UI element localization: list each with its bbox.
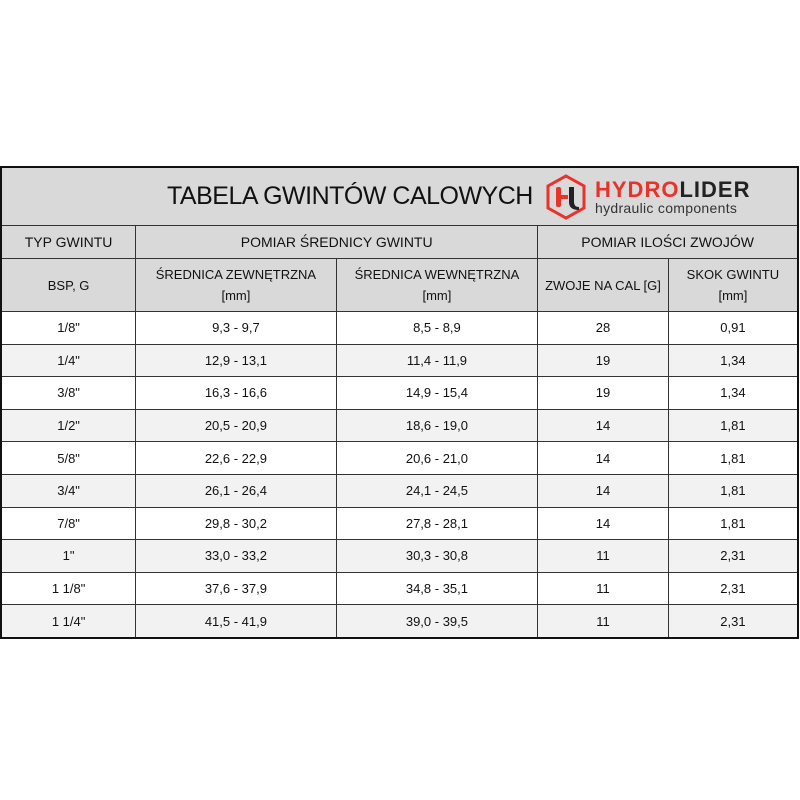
header-wewn-unit: [mm] xyxy=(422,288,452,303)
cell-zwoje: 14 xyxy=(537,441,669,475)
cell-zewn: 41,5 - 41,9 xyxy=(135,604,337,639)
cell-skok: 1,81 xyxy=(667,408,799,443)
table-row: 1" 33,0 - 33,2 30,3 - 30,8 11 2,31 xyxy=(0,539,799,573)
table-row: 5/8" 22,6 - 22,9 20,6 - 21,0 14 1,81 xyxy=(0,441,799,475)
brand-red: HYDRO xyxy=(595,177,680,202)
cell-skok: 2,31 xyxy=(667,604,799,639)
table-row: 7/8" 29,8 - 30,2 27,8 - 28,1 14 1,81 xyxy=(0,506,799,541)
cell-zwoje: 19 xyxy=(537,343,669,378)
cell-zewn: 26,1 - 26,4 xyxy=(135,473,337,508)
thread-table: TABELA GWINTÓW CALOWYCH HYDROLIDER hydra… xyxy=(0,166,799,639)
cell-zewn: 20,5 - 20,9 xyxy=(135,408,337,443)
page-title: TABELA GWINTÓW CALOWYCH xyxy=(167,182,533,210)
table-row: 3/8" 16,3 - 16,6 14,9 - 15,4 19 1,34 xyxy=(0,376,799,410)
cell-typ: 1 1/4" xyxy=(0,604,137,639)
cell-zewn: 16,3 - 16,6 xyxy=(135,376,337,410)
cell-typ: 3/4" xyxy=(0,473,137,508)
title-cell: TABELA GWINTÓW CALOWYCH HYDROLIDER hydra… xyxy=(0,166,799,226)
cell-zwoje: 28 xyxy=(537,311,669,345)
table-row: 3/4" 26,1 - 26,4 24,1 - 24,5 14 1,81 xyxy=(0,473,799,508)
cell-zewn: 12,9 - 13,1 xyxy=(135,343,337,378)
cell-zwoje: 14 xyxy=(537,473,669,508)
cell-zewn: 22,6 - 22,9 xyxy=(135,441,337,475)
table-row: 1 1/8" 37,6 - 37,9 34,8 - 35,1 11 2,31 xyxy=(0,571,799,606)
header-zwoje: ZWOJE NA CAL [G] xyxy=(537,258,669,312)
cell-zwoje: 19 xyxy=(537,376,669,410)
header-bsp: BSP, G xyxy=(0,258,137,312)
cell-skok: 1,34 xyxy=(667,343,799,378)
header-skok-unit: [mm] xyxy=(718,288,748,303)
header-skok-label: SKOK GWINTU xyxy=(686,267,780,282)
header-pomiar-srednicy: POMIAR ŚREDNICY GWINTU xyxy=(135,225,539,259)
cell-zewn: 29,8 - 30,2 xyxy=(135,506,337,541)
cell-skok: 0,91 xyxy=(667,311,799,345)
cell-typ: 1" xyxy=(0,539,137,573)
cell-typ: 7/8" xyxy=(0,506,137,541)
cell-typ: 1/8" xyxy=(0,311,137,345)
cell-wewn: 39,0 - 39,5 xyxy=(335,604,539,639)
cell-skok: 2,31 xyxy=(667,571,799,606)
cell-typ: 5/8" xyxy=(0,441,137,475)
cell-skok: 2,31 xyxy=(667,539,799,573)
header-wewn: ŚREDNICA WEWNĘTRZNA [mm] xyxy=(335,258,539,312)
cell-wewn: 24,1 - 24,5 xyxy=(335,473,539,508)
cell-typ: 1/2" xyxy=(0,408,137,443)
table-row: 1/8" 9,3 - 9,7 8,5 - 8,9 28 0,91 xyxy=(0,311,799,345)
table-row: 1/4" 12,9 - 13,1 11,4 - 11,9 19 1,34 xyxy=(0,343,799,378)
cell-wewn: 34,8 - 35,1 xyxy=(335,571,539,606)
header-skok: SKOK GWINTU [mm] xyxy=(667,258,799,312)
cell-zwoje: 14 xyxy=(537,506,669,541)
cell-skok: 1,34 xyxy=(667,376,799,410)
cell-wewn: 18,6 - 19,0 xyxy=(335,408,539,443)
logo: HYDROLIDER hydraulic components xyxy=(545,174,750,220)
brand-tagline: hydraulic components xyxy=(595,200,738,216)
cell-skok: 1,81 xyxy=(667,506,799,541)
header-zewn: ŚREDNICA ZEWNĘTRZNA [mm] xyxy=(135,258,337,312)
cell-zwoje: 11 xyxy=(537,539,669,573)
cell-wewn: 27,8 - 28,1 xyxy=(335,506,539,541)
cell-wewn: 8,5 - 8,9 xyxy=(335,311,539,345)
header-pomiar-zwojow: POMIAR ILOŚCI ZWOJÓW xyxy=(537,225,799,259)
cell-wewn: 20,6 - 21,0 xyxy=(335,441,539,475)
cell-zwoje: 11 xyxy=(537,571,669,606)
cell-skok: 1,81 xyxy=(667,441,799,475)
cell-wewn: 14,9 - 15,4 xyxy=(335,376,539,410)
header-wewn-label: ŚREDNICA WEWNĘTRZNA xyxy=(354,267,520,282)
cell-zewn: 37,6 - 37,9 xyxy=(135,571,337,606)
brand-dark: LIDER xyxy=(679,177,751,202)
cell-typ: 3/8" xyxy=(0,376,137,410)
cell-skok: 1,81 xyxy=(667,473,799,508)
header-zewn-label: ŚREDNICA ZEWNĘTRZNA xyxy=(155,267,317,282)
cell-zewn: 33,0 - 33,2 xyxy=(135,539,337,573)
cell-wewn: 11,4 - 11,9 xyxy=(335,343,539,378)
cell-wewn: 30,3 - 30,8 xyxy=(335,539,539,573)
cell-zwoje: 11 xyxy=(537,604,669,639)
table-row: 1 1/4" 41,5 - 41,9 39,0 - 39,5 11 2,31 xyxy=(0,604,799,639)
cell-typ: 1 1/8" xyxy=(0,571,137,606)
cell-typ: 1/4" xyxy=(0,343,137,378)
header-zewn-unit: [mm] xyxy=(221,288,251,303)
cell-zewn: 9,3 - 9,7 xyxy=(135,311,337,345)
hexagon-logo-icon xyxy=(546,174,586,220)
table-row: 1/2" 20,5 - 20,9 18,6 - 19,0 14 1,81 xyxy=(0,408,799,443)
header-typ: TYP GWINTU xyxy=(0,225,137,259)
cell-zwoje: 14 xyxy=(537,408,669,443)
